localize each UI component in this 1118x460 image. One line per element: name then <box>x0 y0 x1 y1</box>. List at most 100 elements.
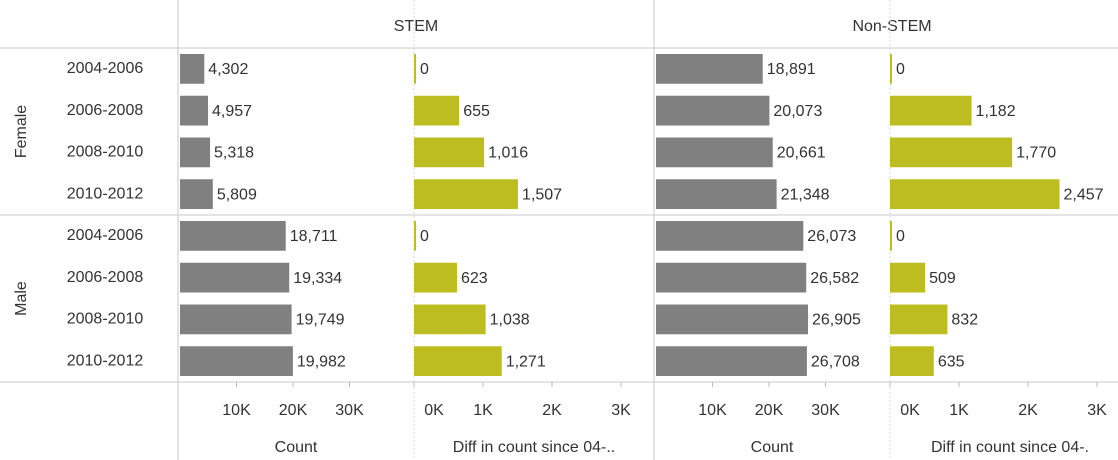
bar <box>180 304 292 335</box>
bar <box>656 262 807 293</box>
row-label: 2008-2010 <box>67 311 144 328</box>
row-label: 2004-2006 <box>67 60 144 77</box>
row-label: 2006-2008 <box>67 269 144 286</box>
x-tick-label: 20K <box>755 402 784 419</box>
bar <box>180 179 213 209</box>
value-label-bg <box>894 61 907 79</box>
row-label: 2010-2012 <box>67 352 144 369</box>
value-label-bg <box>212 144 257 162</box>
x-tick-label: 30K <box>335 402 364 419</box>
value-label-bg <box>949 311 981 329</box>
value-label-bg <box>503 353 548 371</box>
value-label: 1,182 <box>976 103 1016 120</box>
value-label-bg <box>805 228 859 246</box>
value-label-bg <box>293 311 347 329</box>
bar <box>414 262 457 293</box>
bar <box>656 95 770 126</box>
value-label-bg <box>214 186 259 204</box>
value-label-bg <box>206 61 251 79</box>
bar <box>656 179 777 209</box>
value-label: 20,661 <box>777 145 826 162</box>
bar <box>180 137 211 168</box>
bar <box>890 262 926 293</box>
x-tick-label: 0K <box>900 402 920 419</box>
value-label: 832 <box>951 312 978 329</box>
row-label: 2006-2008 <box>67 102 144 119</box>
value-label-bg <box>808 269 862 287</box>
value-label: 1,016 <box>488 145 528 162</box>
value-label: 26,708 <box>811 353 860 370</box>
bar <box>414 221 416 251</box>
bar <box>180 54 205 84</box>
bar <box>890 95 972 126</box>
value-label: 5,809 <box>217 186 257 203</box>
row-label: 2004-2006 <box>67 227 144 244</box>
value-label-bg <box>461 102 492 120</box>
bar <box>890 221 892 251</box>
row-label: 2008-2010 <box>67 144 144 161</box>
row-group-label: Female <box>13 105 30 158</box>
bar <box>414 95 460 126</box>
value-label: 1,770 <box>1016 145 1056 162</box>
value-label: 4,957 <box>212 103 252 120</box>
bar <box>414 179 518 209</box>
value-label: 21,348 <box>781 186 830 203</box>
value-label-bg <box>1061 186 1106 204</box>
value-label-bg <box>808 353 862 371</box>
value-label: 509 <box>929 270 956 287</box>
bar <box>180 221 286 251</box>
value-label: 19,749 <box>296 312 345 329</box>
value-label: 20,073 <box>773 103 822 120</box>
column-header: Non-STEM <box>852 18 931 35</box>
column-header: STEM <box>394 18 438 35</box>
value-label: 2,457 <box>1064 186 1104 203</box>
x-tick-label: 10K <box>698 402 727 419</box>
value-label-bg <box>294 353 348 371</box>
value-label-bg <box>935 353 967 371</box>
bar <box>890 346 934 376</box>
axis-title: Diff in count since 04-.. <box>453 439 615 456</box>
axis-title: Count <box>751 439 794 456</box>
bar <box>890 304 948 335</box>
bar <box>180 262 290 293</box>
value-label: 655 <box>463 103 490 120</box>
value-label-bg <box>764 61 818 79</box>
value-label: 0 <box>420 228 429 245</box>
x-tick-label: 1K <box>949 402 969 419</box>
x-tick-label: 2K <box>542 402 562 419</box>
bar <box>656 221 804 251</box>
bar <box>180 346 293 376</box>
value-label: 18,891 <box>767 61 816 78</box>
value-label: 18,711 <box>290 228 338 245</box>
value-label: 635 <box>938 353 965 370</box>
value-label-bg <box>210 102 255 120</box>
bar <box>890 54 892 84</box>
value-label-bg <box>810 311 864 329</box>
value-label: 1,038 <box>490 312 530 329</box>
value-label: 26,905 <box>812 312 861 329</box>
value-label: 0 <box>896 228 905 245</box>
x-tick-label: 0K <box>424 402 444 419</box>
value-label-bg <box>894 228 907 246</box>
bar <box>656 346 807 376</box>
value-label-bg <box>519 186 565 204</box>
x-tick-label: 30K <box>811 402 840 419</box>
value-label: 26,582 <box>810 270 859 287</box>
bar <box>414 304 486 335</box>
value-label-bg <box>774 144 828 162</box>
value-label-bg <box>1014 144 1059 162</box>
value-label: 5,318 <box>214 145 254 162</box>
value-label-bg <box>418 228 431 246</box>
axis-title: Count <box>275 439 318 456</box>
x-tick-label: 3K <box>1087 402 1107 419</box>
value-label: 0 <box>896 61 905 78</box>
bar <box>180 95 209 126</box>
value-label: 19,334 <box>293 270 342 287</box>
x-tick-label: 20K <box>279 402 308 419</box>
value-label-bg <box>486 144 531 162</box>
value-label: 19,982 <box>297 353 346 370</box>
x-tick-label: 2K <box>1018 402 1038 419</box>
value-label-bg <box>418 61 431 79</box>
value-label-bg <box>778 186 832 204</box>
